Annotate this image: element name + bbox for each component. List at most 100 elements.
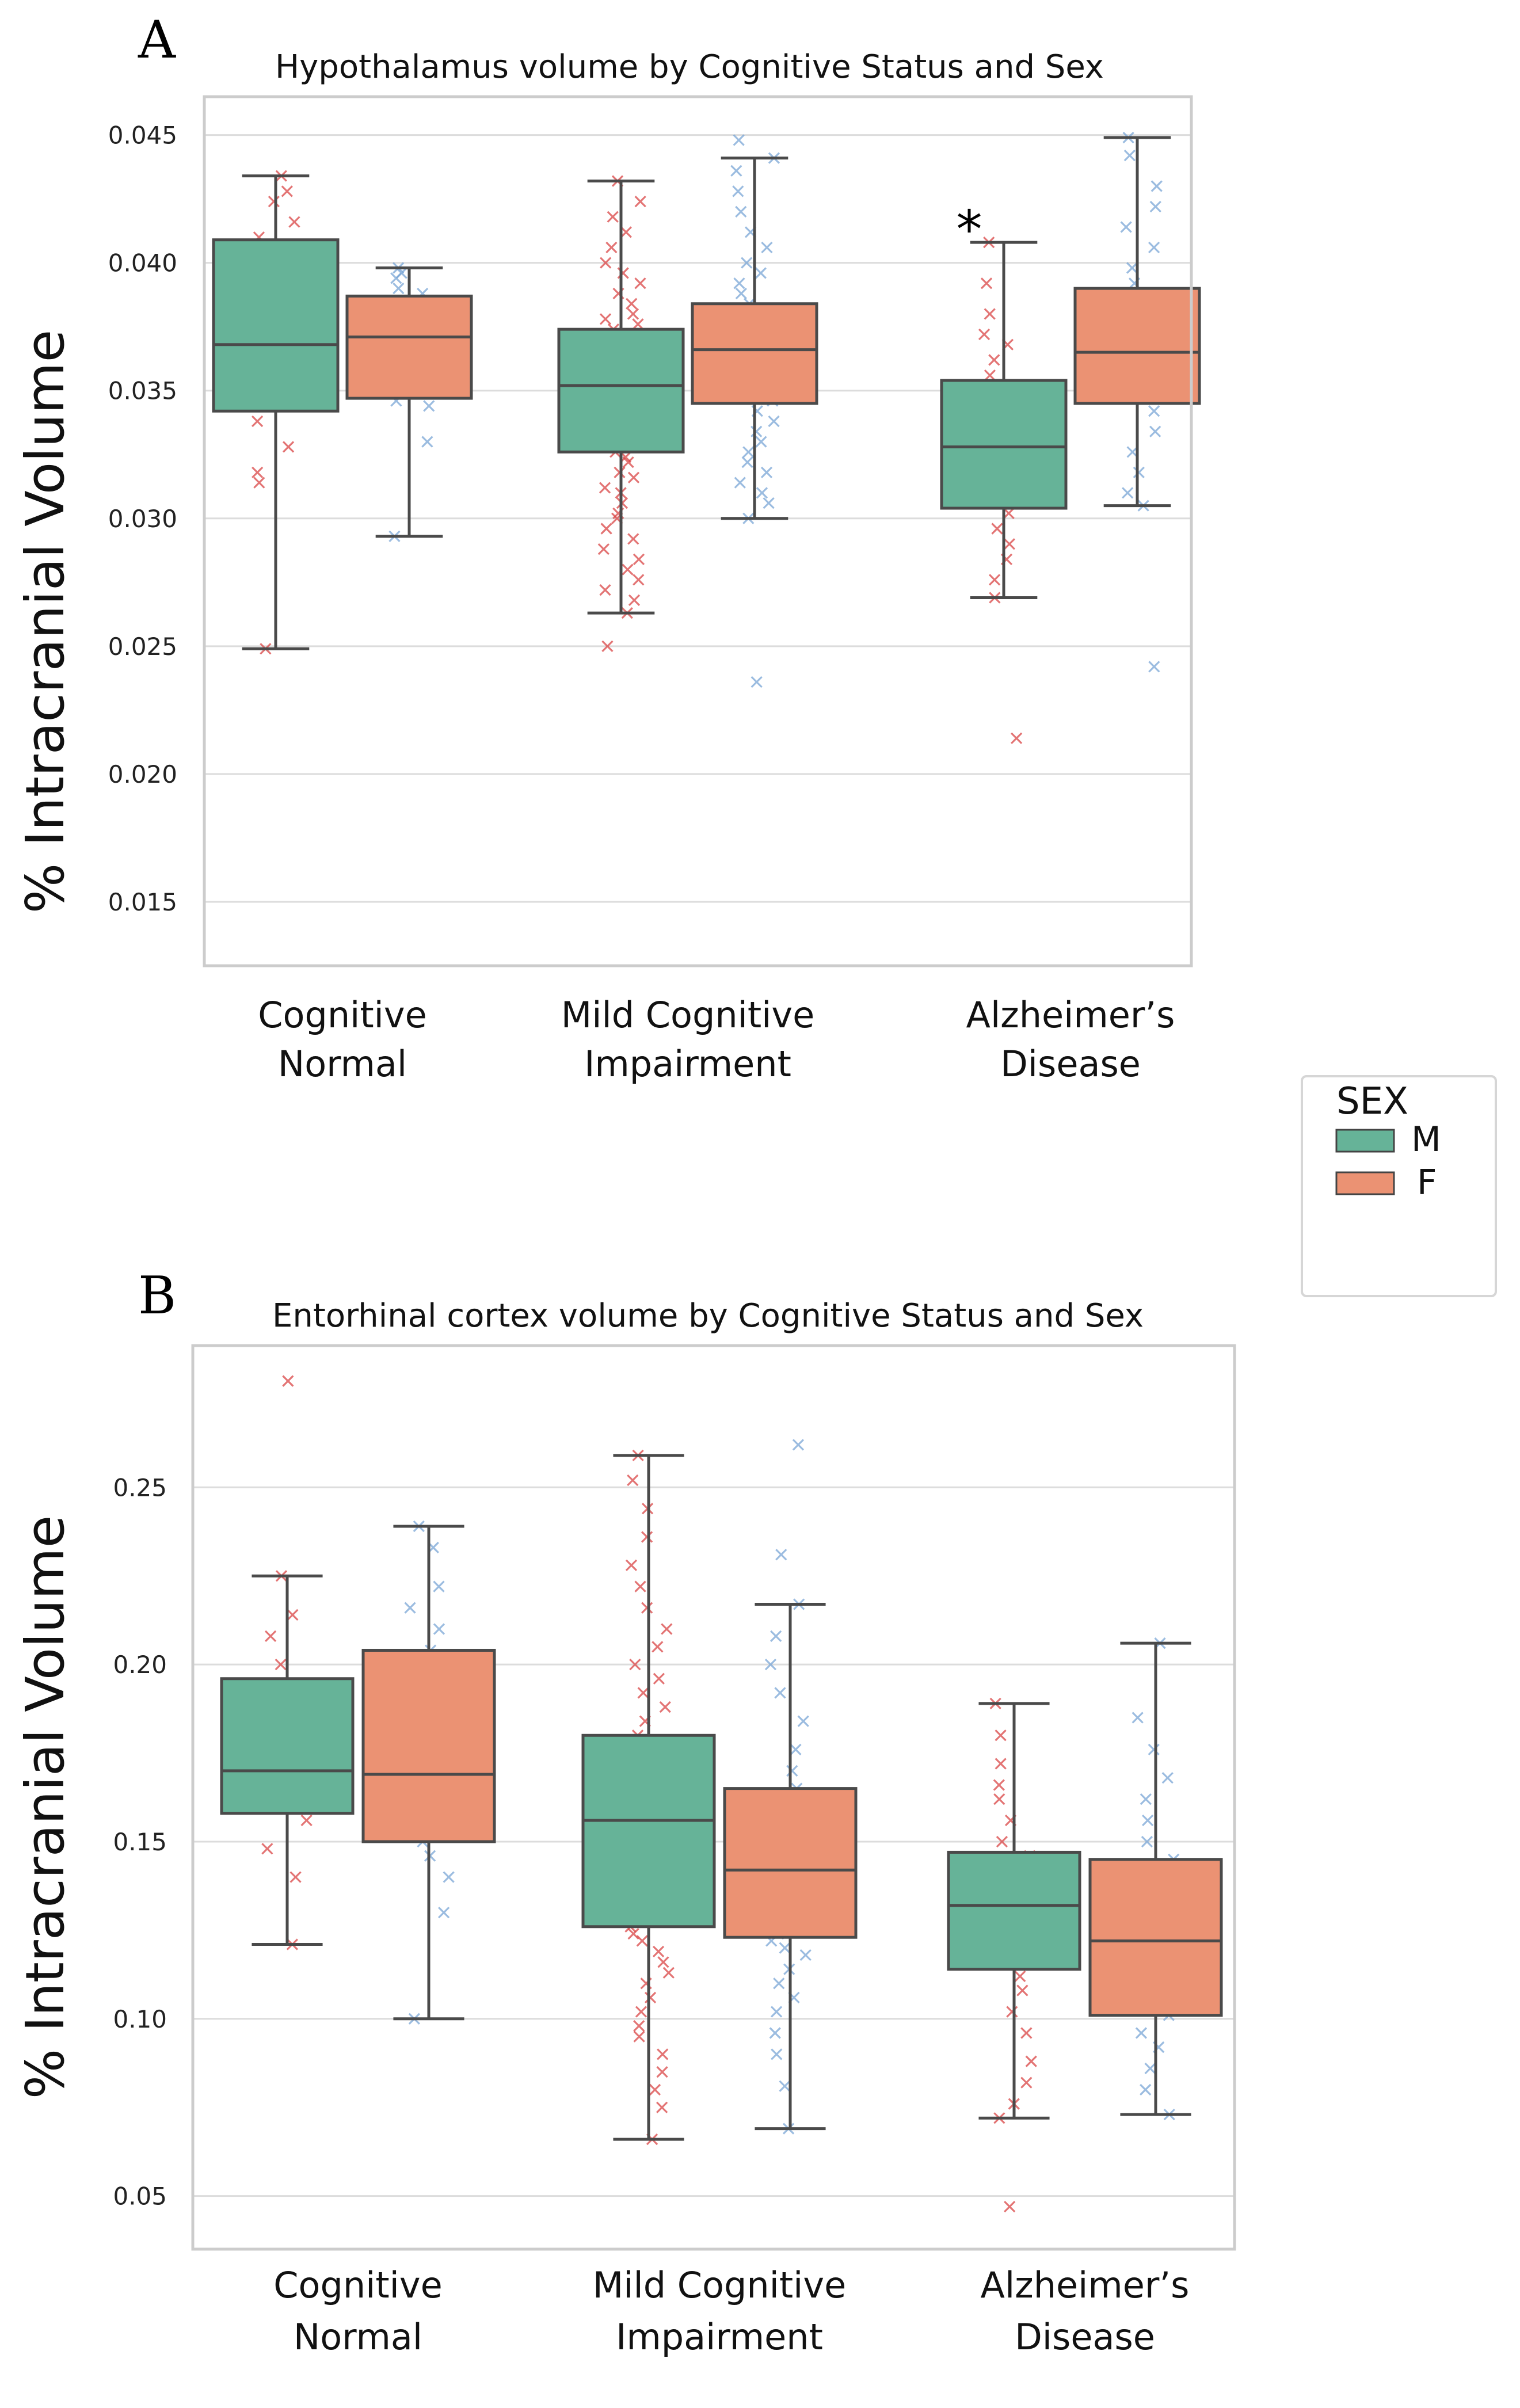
panel-a-point-m (627, 471, 640, 483)
panel-b-point-f (797, 1715, 809, 1727)
panel-b-point-f (1135, 2027, 1148, 2039)
panel-b-point-m (275, 1658, 287, 1671)
panel-b-categories: Cognitive Normal Mild Cognitive Impairment A… (273, 2264, 1189, 2358)
panel-a-point-f (1120, 221, 1132, 233)
panel-a-y-tick-label: 0.035 (108, 377, 177, 405)
panel-a-point-m (599, 584, 611, 596)
panel-b-point-m (1020, 2027, 1033, 2039)
panel-b-point-f (775, 1549, 787, 1561)
panel-b-point-f (773, 1978, 785, 1990)
panel-a-point-m (253, 477, 265, 489)
panel-b-point-m (659, 1701, 671, 1713)
panel-a-point-m (288, 216, 300, 228)
panel-a-box-f-1 (691, 157, 818, 520)
panel-a-y-tick-label: 0.040 (108, 249, 177, 277)
panel-a-y-tick-label: 0.030 (108, 505, 177, 533)
panel-b-point-m (637, 1687, 649, 1699)
panel-a-point-f (760, 466, 773, 478)
panel-a-point-m (600, 523, 612, 535)
panel-b-point-f (771, 2048, 783, 2060)
panel-b-category-label-line1: Cognitive (273, 2264, 442, 2306)
panel-a-point-m (601, 640, 614, 652)
panel-b-point-m (649, 2083, 661, 2096)
panel-a-point-m (600, 257, 612, 269)
panel-b-point-m (657, 2048, 669, 2060)
panel-a-point-m (988, 574, 1001, 586)
panel-b-box-m-0 (220, 1574, 355, 1946)
panel-a-category-label-line2: Impairment (584, 1043, 791, 1085)
panel-a-box-m-2 (940, 241, 1068, 599)
panel-b-point-f (774, 1687, 786, 1699)
panel-a-title: Hypothalamus volume by Cognitive Status … (275, 48, 1104, 86)
panel-a-gridlines (204, 134, 1191, 903)
panel-a-point-f (1123, 150, 1136, 162)
panel-a-point-f (395, 267, 407, 279)
panel-a-point-m (1003, 538, 1015, 550)
panel-b-point-m (656, 2066, 668, 2078)
panel-b-point-m (636, 1935, 648, 1947)
panel-a-point-f (761, 241, 773, 254)
panel-a-point-f (751, 676, 763, 688)
panel-a-point-f (742, 446, 755, 458)
panel-a-point-m (628, 594, 641, 607)
legend: SEX M F (1301, 1075, 1497, 1297)
panel-b-point-m (652, 1641, 664, 1653)
panel-b-point-m (993, 1793, 1005, 1805)
panel-a-point-m (626, 298, 638, 310)
panel-b-point-f (770, 1630, 782, 1642)
panel-a-point-f (755, 436, 767, 448)
panel-a-frame (203, 95, 1193, 967)
panel-a-point-m (980, 277, 993, 289)
panel-b-point-f (404, 1602, 416, 1614)
panel-a-point-m (597, 543, 609, 555)
panel-a-point-f (733, 277, 745, 289)
panel-a-point-m (634, 195, 646, 208)
panel-b-y-tick-label: 0.05 (113, 2182, 167, 2211)
panel-b-point-f (437, 1906, 450, 1919)
panel-a-point-m (634, 277, 646, 289)
panel-a-point-m (622, 563, 634, 576)
panel-b-point-f (1141, 1814, 1154, 1827)
panel-a-point-m (599, 482, 611, 494)
panel-a-point-f (756, 487, 768, 499)
panel-a: A Hypothalamus volume by Cognitive Statu… (14, 10, 1201, 1085)
panel-b-category-label-line1: Mild Cognitive (593, 2264, 846, 2306)
panel-b-category-label-line1: Alzheimer’s (981, 2264, 1190, 2306)
panel-a-point-f (732, 185, 744, 197)
panel-b-point-m (653, 1672, 665, 1685)
panel-b-point-f (792, 1439, 805, 1451)
panel-b-box-m-2 (947, 1702, 1081, 2120)
panel-a-point-m (632, 318, 644, 330)
panel-b-box-m-1 (581, 1454, 716, 2141)
panel-a-point-m (282, 441, 295, 453)
panel-b-point-m (625, 1559, 638, 1571)
panel-a-box-f-2 (1073, 136, 1201, 508)
panel-a-point-f (768, 415, 780, 428)
panel-b-point-m (652, 1945, 665, 1957)
panel-b-y-tick-label: 0.15 (113, 1828, 167, 1856)
panel-b-point-m (627, 1927, 639, 1940)
panel-b-point-f (786, 1765, 798, 1777)
panel-b-y-tick-label: 0.25 (113, 1473, 167, 1502)
panel-a-point-f (421, 436, 433, 448)
panel-a-point-f (393, 282, 405, 295)
panel-a-point-m (607, 211, 619, 223)
panel-b-point-f (1140, 1793, 1152, 1805)
panel-a-point-m (984, 308, 996, 320)
panel-b-boxes (220, 1454, 1223, 2141)
panel-a-annotations: * (957, 200, 982, 260)
panel-b-point-m (662, 1967, 675, 1979)
panel-a-point-f (733, 134, 745, 146)
panel-b-point-f (1144, 2062, 1156, 2075)
panel-a-point-f (1122, 487, 1134, 499)
panel-a-point-m (1010, 732, 1023, 744)
panel-a-point-f (1126, 262, 1138, 274)
panel-a-point-f (423, 400, 435, 412)
panel-a-category-label-line1: Cognitive (258, 994, 426, 1036)
panel-a-point-m (627, 533, 639, 545)
panel-b-point-m (282, 1375, 294, 1387)
panel-b-point-m (995, 1729, 1007, 1742)
panel-b-point-m (633, 2020, 645, 2032)
legend-title: SEX (1336, 1080, 1408, 1123)
panel-a-point-f (751, 425, 763, 437)
